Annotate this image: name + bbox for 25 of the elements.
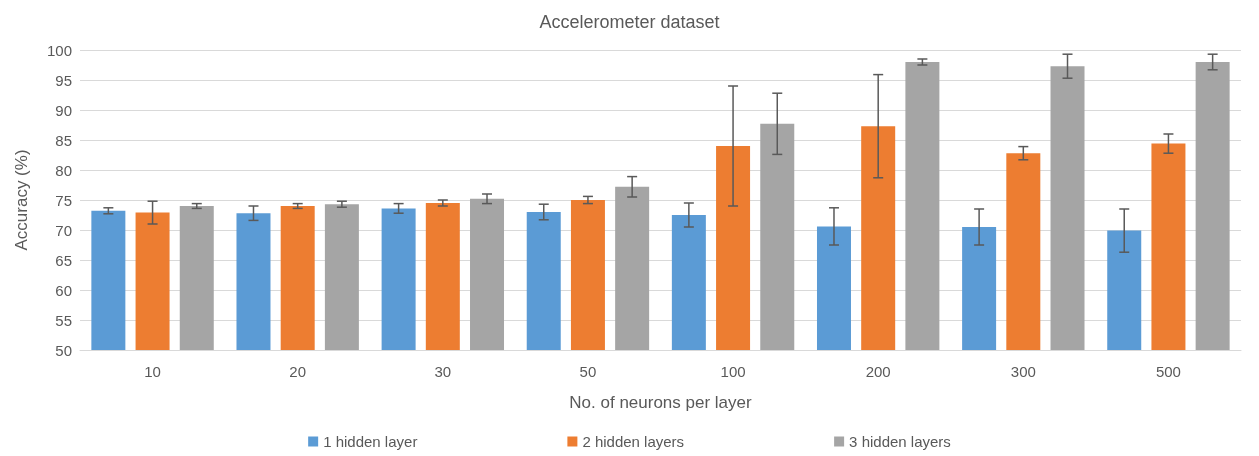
x-tick-label: 300	[1010, 363, 1036, 380]
y-tick-label: 75	[55, 191, 72, 209]
x-tick-label: 10	[144, 363, 161, 380]
x-tick-label: 100	[720, 363, 746, 380]
legend-label: 3 hidden layers	[849, 433, 951, 450]
y-tick-label: 55	[55, 311, 72, 329]
x-tick-label: 50	[579, 363, 597, 380]
y-tick-label: 70	[55, 221, 72, 239]
x-axis-title: No. of neurons per layer	[569, 393, 753, 412]
y-tick-label: 65	[55, 251, 72, 269]
chart-title: Accelerometer dataset	[539, 12, 720, 32]
y-tick-label: 50	[55, 341, 72, 359]
y-tick-label: 100	[46, 41, 72, 59]
legend-label: 1 hidden layer	[323, 433, 418, 450]
y-tick-label: 85	[55, 131, 72, 149]
x-tick-label: 200	[865, 363, 891, 380]
y-tick-label: 95	[55, 71, 72, 89]
y-tick-label: 60	[55, 281, 72, 299]
legend-label: 2 hidden layers	[582, 433, 685, 450]
x-tick-label: 500	[1155, 363, 1181, 380]
x-tick-label: 30	[434, 363, 452, 380]
y-axis-title: Accuracy (%)	[12, 149, 31, 251]
y-tick-label: 90	[55, 101, 72, 119]
x-tick-label: 20	[289, 363, 307, 380]
y-tick-label: 80	[55, 161, 72, 179]
